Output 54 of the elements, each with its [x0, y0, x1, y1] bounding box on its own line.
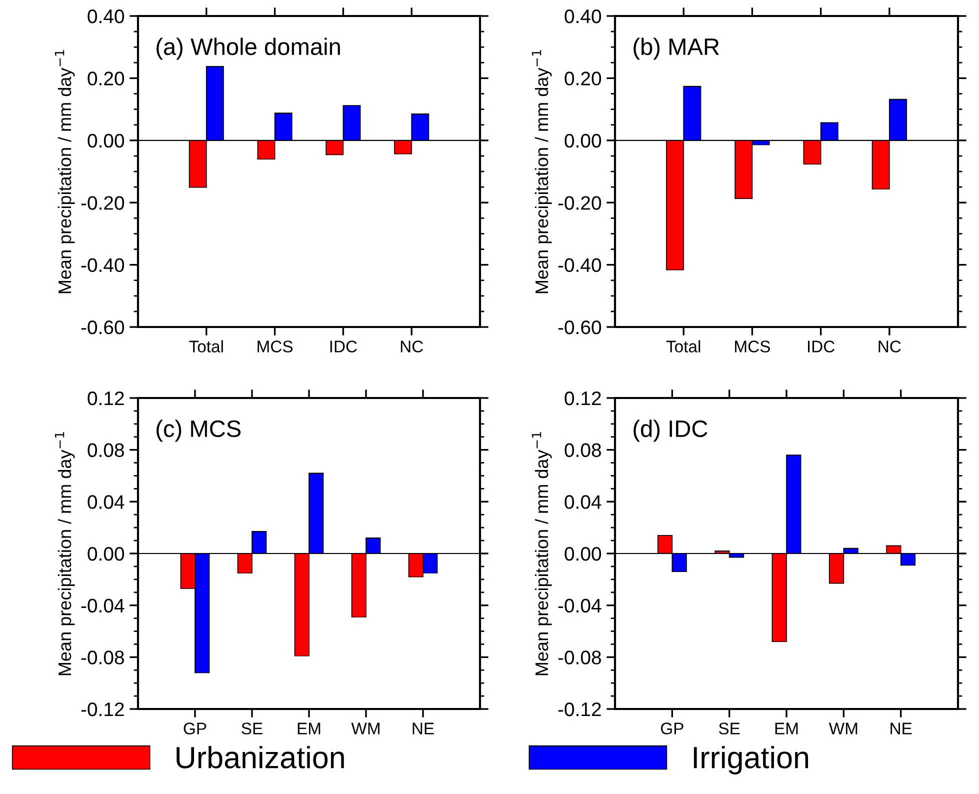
y-tick-label: -0.40 [558, 258, 602, 272]
x-tick-label: MCS [258, 340, 293, 352]
x-tick-label: NE [890, 722, 912, 734]
text: (c) MCS [156, 420, 241, 442]
x-tick-label: IDC [808, 340, 835, 352]
y-tick-label: -0.12 [558, 702, 601, 716]
x-tick-label: GP [660, 722, 684, 734]
y-tick-label: -0.08 [558, 650, 601, 664]
y-tick-label: 0.04 [88, 495, 124, 509]
y-tick-label: 0.00 [564, 546, 602, 561]
x-tick-label: WM [351, 722, 380, 734]
x-tick-label: EM [775, 722, 798, 734]
y-tick-label: 0.00 [88, 134, 124, 148]
text: (a) Whole domain [156, 38, 340, 60]
y-axis-title: Mean precipitation / mm day$^{−1}$ [532, 432, 552, 676]
x-tick-label: IDC [330, 340, 357, 352]
y-tick-label: 0.40 [88, 9, 124, 24]
x-tick-label: EM [298, 722, 320, 734]
y-tick-label: 0.00 [564, 134, 602, 148]
y-tick-label: -0.08 [81, 650, 124, 664]
y-tick-label: -0.60 [558, 320, 602, 334]
y-axis-title: Mean precipitation / mm day$^{−1}$ [532, 50, 552, 294]
y-tick-label: 0.08 [88, 443, 124, 458]
legend-label: Urbanization [176, 746, 344, 768]
y-axis-title: Mean precipitation / mm day$^{−1}$ [54, 50, 75, 294]
legend-label: Irrigation [694, 746, 808, 774]
x-tick-label: Total [189, 340, 223, 352]
x-tick-label: SE [242, 722, 262, 734]
y-axis-title: Mean precipitation / mm day$^{−1}$ [54, 432, 75, 676]
text: (b) MAR [634, 38, 719, 60]
y-tick-label: 0.40 [564, 9, 602, 24]
y-tick-label: 0.12 [564, 391, 601, 406]
x-tick-label: Total [666, 340, 700, 352]
x-tick-label: WM [828, 722, 858, 734]
y-tick-label: -0.04 [81, 598, 124, 613]
x-tick-label: NE [412, 722, 434, 734]
y-tick-label: -0.40 [81, 258, 124, 272]
y-tick-label: -0.12 [81, 702, 124, 716]
x-tick-label: NC [400, 340, 423, 352]
y-tick-label: 0.12 [88, 391, 124, 406]
x-tick-label: NC [878, 340, 901, 352]
y-tick-label: 0.20 [88, 72, 124, 86]
x-tick-label: SE [718, 722, 740, 734]
y-tick-label: 0.08 [564, 443, 601, 458]
y-tick-label: -0.04 [558, 598, 602, 613]
x-tick-label: MCS [735, 340, 770, 352]
x-tick-label: GP [184, 722, 206, 734]
text: (d) IDC [634, 420, 708, 442]
y-tick-label: 0.00 [88, 546, 124, 561]
y-tick-label: -0.20 [558, 196, 602, 210]
y-tick-label: -0.20 [81, 196, 124, 210]
y-tick-label: 0.04 [564, 495, 602, 509]
y-tick-label: -0.60 [81, 320, 124, 334]
y-tick-label: 0.20 [564, 72, 602, 86]
